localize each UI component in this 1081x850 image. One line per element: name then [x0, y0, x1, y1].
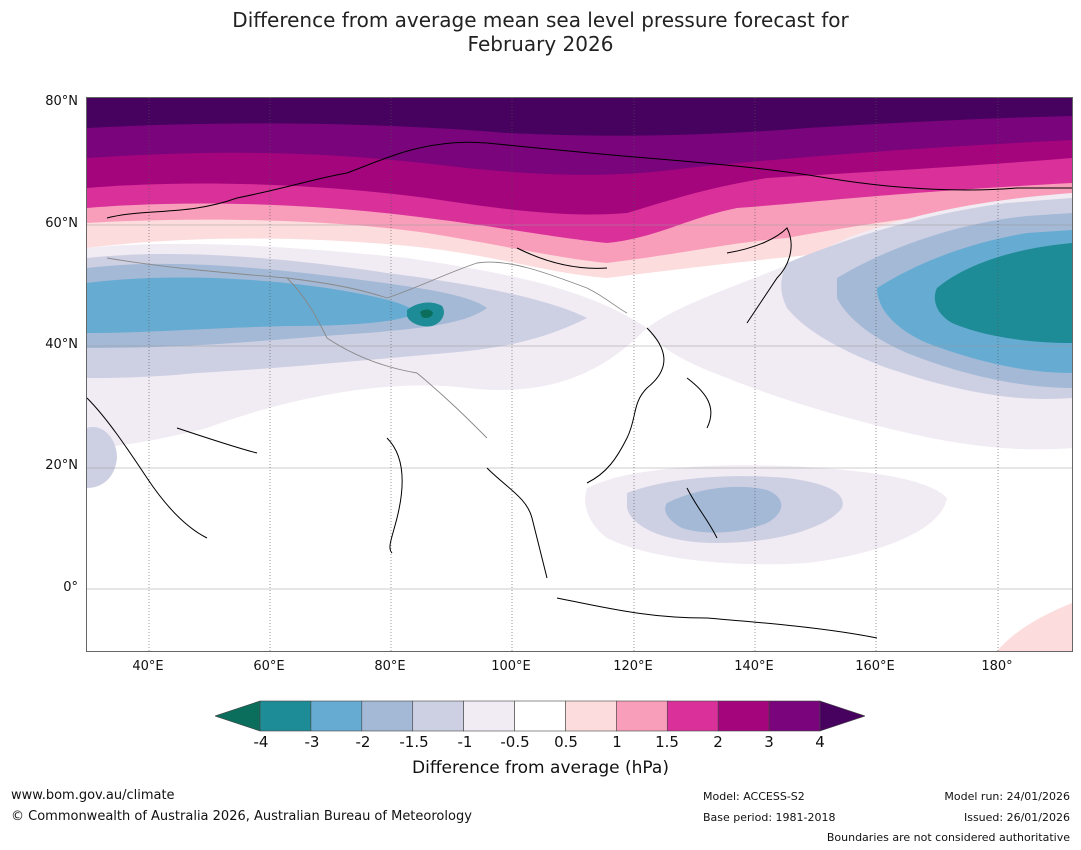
- anomaly-band-neg2-asia: [87, 277, 417, 333]
- map-title: Difference from average mean sea level p…: [0, 8, 1081, 56]
- colorbar-bin-2-to-3: [717, 700, 770, 732]
- lat-label-20n: 20°N: [45, 458, 78, 473]
- lat-label-40n: 40°N: [45, 337, 78, 352]
- country-borders: [106, 257, 628, 439]
- pressure-anomaly-map: [87, 98, 1072, 651]
- colorbar-tick: -3: [304, 733, 320, 751]
- base-period-text: Base period: 1981-2018: [703, 811, 836, 824]
- longitude-gridlines: [148, 98, 999, 651]
- colorbar-tick: -1.5: [399, 733, 429, 751]
- colorbar-extend-high: [819, 700, 865, 732]
- colorbar-tick: 1.5: [655, 733, 679, 751]
- anomaly-band-neg4-asia: [420, 309, 433, 318]
- lon-label-120e: 120°E: [613, 659, 653, 674]
- website-link[interactable]: www.bom.gov.au/climate: [11, 788, 175, 803]
- title-line-1: Difference from average mean sea level p…: [232, 8, 849, 32]
- colorbar-bin--3-to--2: [310, 700, 363, 732]
- colorbar-bin--0.5-to-0.5: [514, 700, 566, 732]
- lon-label-140e: 140°E: [734, 659, 774, 674]
- colorbar-bin--1.5-to--1: [412, 700, 464, 732]
- anomaly-band-4: [87, 98, 1072, 136]
- colorbar-tick: -4: [253, 733, 269, 751]
- anomaly-band-neg1.5-tropics: [665, 486, 782, 533]
- colorbar-bin--1-to--0.5: [463, 700, 515, 732]
- colorbar-bin--2-to--1.5: [361, 700, 414, 732]
- colorbar-tick: -0.5: [500, 733, 530, 751]
- colorbar-tick: 3: [764, 733, 774, 751]
- colorbar-tick: 1: [612, 733, 622, 751]
- colorbar-bin-3-to-4: [768, 700, 821, 732]
- title-line-2: February 2026: [467, 32, 614, 56]
- lon-label-160e: 160°E: [855, 659, 895, 674]
- latitude-gridlines: [87, 224, 1072, 590]
- map-panel: [86, 97, 1073, 652]
- coastlines: [87, 141, 1072, 639]
- colorbar-tick: 2: [713, 733, 723, 751]
- colorbar-tick: 4: [815, 733, 825, 751]
- lon-label-60e: 60°E: [253, 659, 285, 674]
- colorbar: [215, 700, 865, 732]
- colorbar-label: Difference from average (hPa): [412, 758, 669, 778]
- lat-label-0: 0°: [63, 580, 78, 595]
- disclaimer-text: Boundaries are not considered authoritat…: [826, 831, 1070, 844]
- colorbar-bin-1-to-1.5: [616, 700, 668, 732]
- lat-label-60n: 60°N: [45, 216, 78, 231]
- colorbar-tick: 0.5: [554, 733, 578, 751]
- colorbar-bin-1.5-to-2: [666, 700, 719, 732]
- anomaly-band-neg1-arabia: [87, 427, 117, 488]
- lon-label-100e: 100°E: [491, 659, 531, 674]
- lon-label-180: 180°: [981, 659, 1013, 674]
- lat-label-80n: 80°N: [45, 94, 78, 109]
- colorbar-extend-low: [215, 700, 261, 732]
- colorbar-tick: -2: [355, 733, 371, 751]
- colorbar-bin--4-to--3: [259, 700, 312, 732]
- colorbar-tick: -1: [457, 733, 473, 751]
- anomaly-band-neg3-pacific: [934, 243, 1072, 343]
- colorbar-bin-0.5-to-1: [565, 700, 617, 732]
- model-run-text: Model run: 24/01/2026: [944, 790, 1070, 803]
- issued-text: Issued: 26/01/2026: [963, 811, 1070, 824]
- model-text: Model: ACCESS-S2: [703, 790, 805, 803]
- lon-label-40e: 40°E: [132, 659, 164, 674]
- anomaly-band-0.5-southpacific: [997, 603, 1072, 651]
- lon-label-80e: 80°E: [374, 659, 406, 674]
- copyright-text: © Commonwealth of Australia 2026, Austra…: [11, 809, 472, 824]
